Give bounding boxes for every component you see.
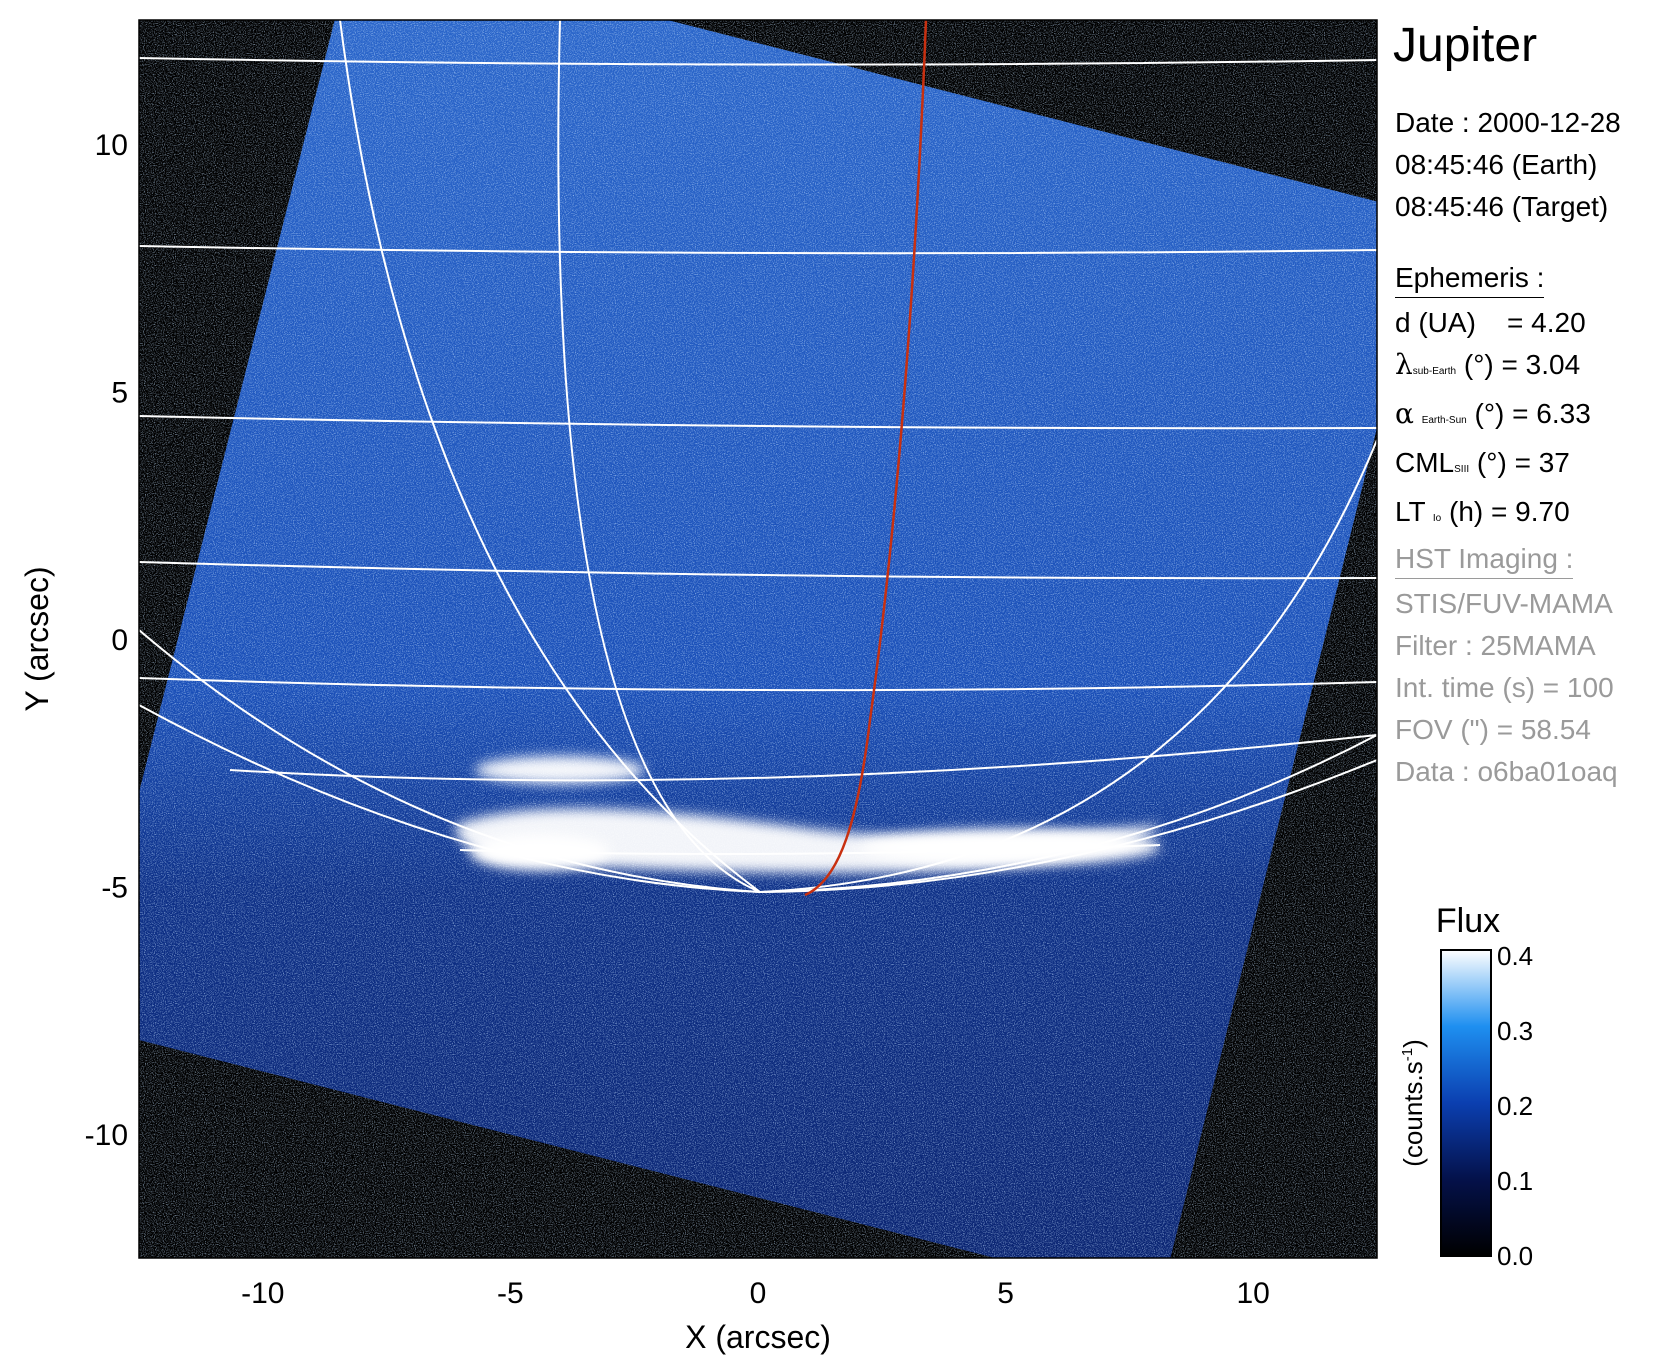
imaging-data: Data : o6ba01oaq xyxy=(1395,756,1618,787)
ephemeris-alpha: α Earth-Sun (°) = 6.33 xyxy=(1395,397,1591,430)
colorbar-units-label: (counts.s-1) xyxy=(1398,1039,1428,1167)
time-target: 08:45:46 (Target) xyxy=(1395,191,1609,222)
colorbar-gradient xyxy=(1440,949,1492,1257)
colorbar-tick-label: 0.0 xyxy=(1497,1241,1533,1271)
imaging-instrument: STIS/FUV-MAMA xyxy=(1395,588,1613,619)
x-axis-label: X (arcsec) xyxy=(685,1319,831,1355)
colorbar-tick-label: 0.2 xyxy=(1497,1091,1533,1121)
ephemeris-lt: LT Io (h) = 9.70 xyxy=(1395,496,1570,527)
y-axis-label: Y (arcsec) xyxy=(19,566,55,711)
colorbar: Flux 0.0 0.1 0.2 0.3 0.4 (counts.s-1) xyxy=(1398,902,1533,1271)
planet-title: Jupiter xyxy=(1393,19,1538,72)
imaging-filter: Filter : 25MAMA xyxy=(1395,630,1596,661)
io-footprint-track xyxy=(804,20,928,897)
x-tick-label: -10 xyxy=(241,1277,284,1310)
x-tick-label: 10 xyxy=(1237,1277,1270,1310)
y-tick-label: -5 xyxy=(101,872,128,905)
colorbar-tick-label: 0.3 xyxy=(1497,1016,1533,1046)
x-tick-label: 5 xyxy=(997,1277,1014,1310)
x-axis-ticks: -10 -5 0 5 10 xyxy=(241,1277,1270,1310)
ephemeris-block: Ephemeris : d (UA) = 4.20 λsub-Earth (°)… xyxy=(1395,257,1591,540)
y-tick-label: -10 xyxy=(85,1119,128,1152)
detector-noise xyxy=(139,20,1377,1258)
imaging-heading: HST Imaging : xyxy=(1395,542,1574,579)
ephemeris-lambda: λsub-Earth (°) = 3.04 xyxy=(1395,348,1581,381)
ephemeris-heading: Ephemeris : xyxy=(1395,261,1545,298)
imaging-int-time: Int. time (s) = 100 xyxy=(1395,672,1614,703)
ephemeris-distance: d (UA) = 4.20 xyxy=(1395,307,1586,338)
observation-time: Date : 2000-12-28 08:45:46 (Earth) 08:45… xyxy=(1395,102,1621,228)
y-tick-label: 5 xyxy=(111,376,128,409)
colorbar-title: Flux xyxy=(1436,902,1500,940)
y-axis-ticks: 10 5 0 -5 -10 xyxy=(85,129,128,1152)
x-tick-label: 0 xyxy=(750,1277,767,1310)
ephemeris-cml: CMLSIII (°) = 37 xyxy=(1395,447,1570,478)
y-tick-label: 0 xyxy=(111,624,128,657)
imaging-fov: FOV (") = 58.54 xyxy=(1395,714,1591,745)
time-earth: 08:45:46 (Earth) xyxy=(1395,149,1598,180)
x-tick-label: -5 xyxy=(497,1277,524,1310)
date-line: Date : 2000-12-28 xyxy=(1395,107,1621,138)
colorbar-ticks: 0.0 0.1 0.2 0.3 0.4 xyxy=(1497,941,1533,1271)
imaging-block: HST Imaging : STIS/FUV-MAMA Filter : 25M… xyxy=(1395,538,1618,793)
plot-frame xyxy=(138,19,1378,1259)
plot-area xyxy=(138,19,1378,1259)
y-tick-label: 10 xyxy=(95,129,128,162)
colorbar-tick-label: 0.1 xyxy=(1497,1166,1533,1196)
planet-grid xyxy=(139,20,1377,894)
colorbar-tick-label: 0.4 xyxy=(1497,941,1533,971)
